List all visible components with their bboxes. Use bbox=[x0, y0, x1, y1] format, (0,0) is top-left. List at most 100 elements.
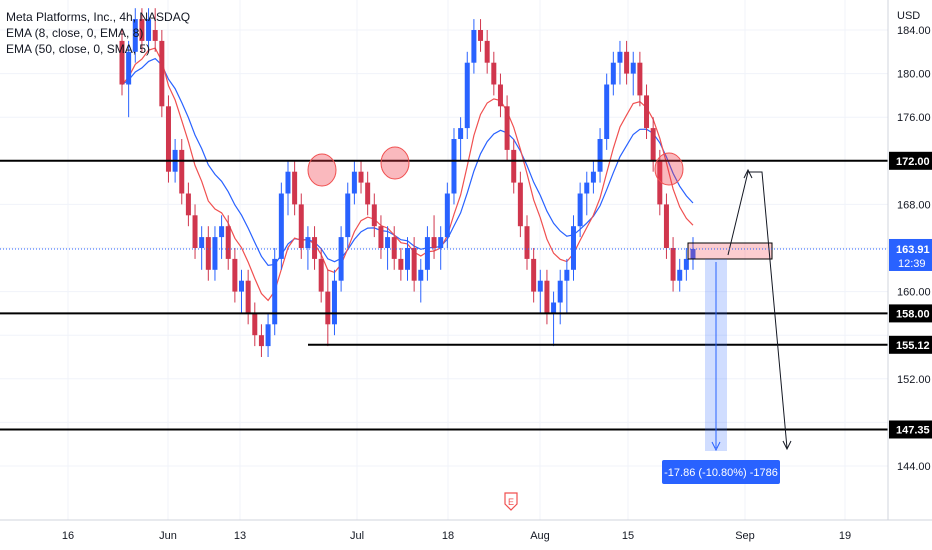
candle-body bbox=[531, 258, 537, 292]
candle-body bbox=[239, 280, 245, 292]
price-tick: 180.00 bbox=[897, 69, 931, 81]
candle-body bbox=[630, 62, 636, 74]
drawings[interactable]: -17.86 (-10.80%) -1786 E bbox=[0, 146, 888, 511]
candle-body bbox=[663, 204, 669, 248]
candle-body bbox=[411, 248, 417, 281]
candle-body bbox=[398, 258, 404, 270]
candle-body bbox=[292, 171, 298, 205]
price-tick: 144.00 bbox=[897, 461, 931, 473]
time-tick: 15 bbox=[622, 530, 634, 542]
current-price-value: 163.91 bbox=[896, 244, 930, 256]
candle-body bbox=[637, 62, 643, 96]
candle-body bbox=[192, 215, 198, 248]
candle-body bbox=[245, 280, 251, 314]
candle-body bbox=[185, 193, 191, 216]
projection-arrow-up bbox=[743, 168, 753, 179]
candle-body bbox=[590, 171, 596, 183]
currency-label: USD bbox=[897, 10, 920, 22]
candle-body bbox=[272, 258, 278, 325]
candle-body bbox=[252, 313, 258, 336]
level-tag-text: 172.00 bbox=[896, 156, 930, 168]
time-tick: 18 bbox=[442, 530, 454, 542]
candle-body bbox=[497, 84, 503, 107]
candle-body bbox=[212, 237, 218, 270]
candle-body bbox=[199, 237, 205, 248]
target-zone bbox=[687, 242, 773, 260]
candle-body bbox=[511, 149, 517, 183]
time-tick: Jul bbox=[350, 530, 364, 542]
price-tick: 152.00 bbox=[897, 374, 931, 386]
candle-body bbox=[318, 258, 324, 292]
candles bbox=[119, 8, 696, 357]
measure-arrow-head bbox=[711, 441, 721, 452]
candle-body bbox=[126, 51, 132, 85]
support-resistance-levels[interactable] bbox=[0, 159, 888, 431]
candle-body bbox=[650, 128, 656, 161]
level-tag bbox=[889, 151, 932, 170]
time-tick: Sep bbox=[735, 530, 755, 542]
candle-body bbox=[451, 139, 457, 194]
time-tick: 13 bbox=[234, 530, 246, 542]
candle-body bbox=[219, 226, 225, 238]
candle-body bbox=[564, 269, 570, 281]
candle-body bbox=[331, 280, 337, 325]
candle-body bbox=[424, 237, 430, 270]
candle-body bbox=[132, 19, 138, 52]
time-tick: 19 bbox=[839, 530, 851, 542]
candle-body bbox=[351, 171, 357, 194]
candle-body bbox=[225, 226, 231, 259]
symbol-title[interactable]: Meta Platforms, Inc., 4h, NASDAQ bbox=[6, 10, 191, 24]
candle-body bbox=[371, 204, 377, 227]
candle-body bbox=[557, 280, 563, 303]
time-axis[interactable]: 16 Jun 13 Jul 18 Aug 15 Sep 19 bbox=[0, 519, 932, 550]
candle-body bbox=[484, 40, 490, 63]
candle-body bbox=[544, 280, 550, 314]
candle-body bbox=[431, 237, 437, 248]
level-tag bbox=[889, 304, 932, 323]
candle-body bbox=[232, 258, 238, 292]
current-price-tag bbox=[889, 238, 932, 271]
time-tick: Aug bbox=[530, 530, 550, 542]
candle-body bbox=[683, 258, 689, 270]
candle-body bbox=[677, 269, 683, 281]
candle-body bbox=[438, 237, 444, 248]
candle-body bbox=[165, 106, 171, 172]
candle-body bbox=[577, 193, 583, 227]
price-axis[interactable]: USD 144.00 152.00 160.00 168.00 176.00 180.00 1… bbox=[887, 0, 932, 520]
candle-body bbox=[478, 30, 484, 41]
candle-body bbox=[205, 237, 211, 270]
time-axis-bg bbox=[0, 520, 932, 550]
candle-body bbox=[610, 62, 616, 85]
level-tag-text: 158.00 bbox=[896, 308, 930, 320]
candle-body bbox=[312, 237, 318, 259]
candle-body bbox=[385, 237, 391, 248]
candle-body bbox=[537, 280, 543, 292]
projection-path bbox=[727, 171, 788, 449]
candle-body bbox=[604, 84, 610, 139]
candle-body bbox=[405, 248, 410, 270]
candle-body bbox=[298, 204, 304, 248]
candle-body bbox=[624, 51, 630, 74]
chart-legend: Meta Platforms, Inc., 4h, NASDAQ EMA (8,… bbox=[6, 9, 190, 57]
candle-body bbox=[278, 193, 284, 259]
candle-body bbox=[657, 160, 663, 205]
projection-arrow-down bbox=[782, 440, 792, 451]
level-tag bbox=[889, 335, 932, 354]
price-tick: 176.00 bbox=[897, 112, 931, 124]
candle-body bbox=[152, 30, 158, 41]
candle-body bbox=[305, 237, 311, 248]
candle-body bbox=[617, 51, 623, 63]
candle-body bbox=[159, 40, 165, 107]
candle-body bbox=[670, 248, 676, 281]
candle-body bbox=[504, 106, 510, 150]
candle-body bbox=[265, 324, 271, 347]
candle-body bbox=[285, 171, 291, 194]
ema50-legend[interactable]: EMA (50, close, 0, SMA, 5) bbox=[6, 42, 151, 56]
time-tick: Jun bbox=[159, 530, 177, 542]
candle-body bbox=[444, 193, 450, 238]
time-tick: 16 bbox=[62, 530, 74, 542]
price-tick: 168.00 bbox=[897, 199, 931, 211]
ema8-legend[interactable]: EMA (8, close, 0, EMA, 8) bbox=[6, 26, 144, 40]
candle-body bbox=[119, 40, 125, 85]
